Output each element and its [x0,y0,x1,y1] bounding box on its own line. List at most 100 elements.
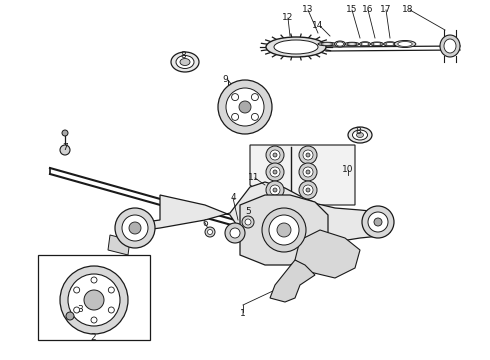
Circle shape [232,113,239,120]
Circle shape [245,219,251,225]
Circle shape [266,163,284,181]
Circle shape [262,208,306,252]
Circle shape [91,317,97,323]
Ellipse shape [171,52,199,72]
Circle shape [242,216,254,228]
Circle shape [273,188,277,192]
Ellipse shape [362,42,368,46]
Circle shape [306,170,310,174]
Polygon shape [250,145,355,205]
Ellipse shape [357,132,364,138]
Circle shape [277,223,291,237]
Ellipse shape [444,39,456,53]
Circle shape [303,150,313,160]
Polygon shape [130,182,392,263]
Circle shape [266,146,284,164]
Circle shape [303,167,313,177]
Ellipse shape [360,42,370,46]
Text: 5: 5 [245,207,251,216]
Ellipse shape [352,130,368,140]
Ellipse shape [337,42,343,46]
Circle shape [108,307,114,313]
Text: 4: 4 [230,194,236,202]
Circle shape [269,215,299,245]
Circle shape [84,290,104,310]
Ellipse shape [440,35,460,57]
Ellipse shape [266,37,326,57]
Text: 16: 16 [362,5,374,14]
Text: 9: 9 [222,76,228,85]
Circle shape [62,130,68,136]
Text: 6: 6 [202,219,208,228]
Circle shape [74,307,80,313]
Circle shape [299,163,317,181]
Text: 10: 10 [342,166,354,175]
Ellipse shape [347,43,357,45]
Text: 8: 8 [180,50,186,59]
Circle shape [60,266,128,334]
Circle shape [362,206,394,238]
Circle shape [230,228,240,238]
Circle shape [218,80,272,134]
Circle shape [270,185,280,195]
Text: 8: 8 [355,127,361,136]
Ellipse shape [335,41,345,47]
Circle shape [273,170,277,174]
Circle shape [306,188,310,192]
Circle shape [266,181,284,199]
Circle shape [374,218,382,226]
Circle shape [306,153,310,157]
Circle shape [68,274,120,326]
Circle shape [239,101,251,113]
Text: 14: 14 [312,22,324,31]
Circle shape [91,277,97,283]
Ellipse shape [321,43,333,45]
Circle shape [74,287,80,293]
Circle shape [299,146,317,164]
Circle shape [270,150,280,160]
Circle shape [60,145,70,155]
Text: 17: 17 [380,5,392,14]
Polygon shape [270,260,315,302]
Ellipse shape [345,42,359,46]
Circle shape [299,181,317,199]
Text: 15: 15 [346,5,358,14]
Ellipse shape [176,55,194,68]
Ellipse shape [394,40,416,48]
Text: 18: 18 [402,5,414,14]
Bar [38,255,150,340]
Circle shape [66,312,74,320]
Circle shape [368,212,388,232]
Ellipse shape [398,41,412,46]
Polygon shape [108,235,130,255]
Text: 3: 3 [77,306,83,315]
Circle shape [232,94,239,100]
Circle shape [303,185,313,195]
Circle shape [270,167,280,177]
Text: 12: 12 [282,13,294,22]
Ellipse shape [373,42,381,45]
Text: 2: 2 [90,333,96,342]
Text: 1: 1 [240,309,246,318]
Ellipse shape [371,42,383,46]
Circle shape [207,230,213,234]
Ellipse shape [318,42,336,46]
Ellipse shape [348,127,372,143]
Circle shape [251,94,258,100]
Circle shape [226,88,264,126]
Circle shape [129,222,141,234]
Circle shape [205,227,215,237]
Text: 7: 7 [62,144,68,153]
Text: 13: 13 [302,5,314,14]
Polygon shape [240,195,328,265]
Text: 11: 11 [248,174,260,183]
Circle shape [273,153,277,157]
Circle shape [115,208,155,248]
Ellipse shape [384,42,396,46]
Ellipse shape [274,40,318,54]
Polygon shape [295,230,360,278]
Ellipse shape [386,42,394,46]
Circle shape [225,223,245,243]
Circle shape [122,215,148,241]
Circle shape [251,113,258,120]
